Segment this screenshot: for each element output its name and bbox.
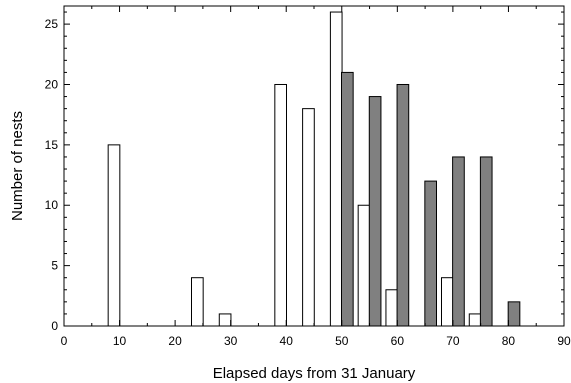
- x-tick-label: 70: [446, 334, 460, 348]
- x-tick-label: 30: [224, 334, 238, 348]
- y-tick-label: 0: [51, 319, 58, 333]
- bar: [341, 71, 354, 327]
- x-tick-label: 20: [168, 334, 182, 348]
- y-tick-label: 15: [45, 138, 59, 152]
- bar: [107, 144, 121, 327]
- bar: [329, 11, 343, 327]
- x-axis-label: Elapsed days from 31 January: [213, 365, 416, 382]
- bar: [274, 83, 288, 327]
- bar: [385, 289, 399, 327]
- x-tick-label: 80: [502, 334, 516, 348]
- bar: [479, 156, 493, 327]
- x-tick-label: 0: [61, 334, 68, 348]
- bar: [452, 156, 465, 327]
- x-tick-label: 60: [391, 334, 405, 348]
- x-tick-label: 40: [280, 334, 294, 348]
- bar: [396, 83, 410, 327]
- x-tick-label: 90: [557, 334, 571, 348]
- axes-layer: 0 10 20 30 40 50 60 70 80 90 0 5 10 15 20 25: [45, 5, 571, 348]
- x-tick-label: 50: [335, 334, 349, 348]
- bar: [357, 204, 371, 327]
- y-tick-label: 20: [45, 77, 59, 91]
- y-tick-label: 10: [45, 198, 59, 212]
- x-tick-label: 10: [113, 334, 127, 348]
- y-axis-label: Number of nests: [9, 111, 26, 221]
- bar: [368, 96, 382, 327]
- y-tick-label: 5: [51, 259, 58, 273]
- bar: [218, 313, 232, 327]
- bar: [302, 108, 315, 327]
- bar: [468, 313, 482, 327]
- bar: [191, 277, 204, 327]
- bar: [507, 301, 521, 327]
- bar: [424, 180, 438, 327]
- bar: [441, 277, 454, 327]
- bars-layer: [107, 11, 521, 327]
- y-tick-label: 25: [45, 17, 59, 31]
